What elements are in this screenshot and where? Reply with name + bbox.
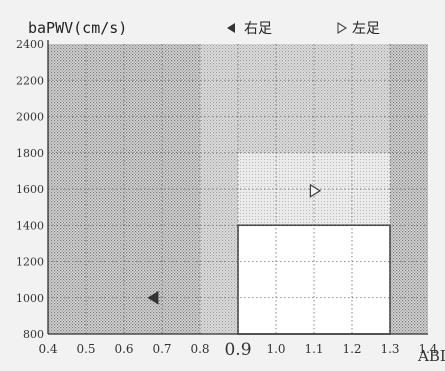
point-right-leg bbox=[147, 290, 159, 305]
x-tick-label: 1.0 bbox=[266, 342, 285, 356]
x-tick-label: 1.3 bbox=[380, 342, 399, 356]
x-tick-label: 1.1 bbox=[304, 342, 323, 356]
region-upper bbox=[238, 44, 390, 153]
x-tick-label: 0.4 bbox=[38, 342, 57, 356]
y-axis-label: baPWV(cm/s) bbox=[28, 19, 127, 37]
x-axis-label: ABI bbox=[417, 347, 445, 365]
y-tick-label: 1200 bbox=[16, 256, 44, 269]
y-tick-label: 1400 bbox=[16, 219, 44, 232]
x-tick-label: 0.6 bbox=[114, 342, 133, 356]
region-normal bbox=[238, 225, 390, 334]
y-axis-label-group: baPWV(cm/s) bbox=[28, 19, 127, 37]
plot-frame bbox=[47, 40, 428, 335]
data-points bbox=[147, 183, 322, 305]
y-tick-label: 800 bbox=[23, 328, 44, 341]
legend-marker-right-leg bbox=[227, 23, 235, 33]
legend-marker-left-leg bbox=[337, 22, 348, 34]
y-tick-label: 1800 bbox=[16, 147, 44, 160]
x-tick-label: 0.5 bbox=[76, 342, 95, 356]
legend-label: 右足 bbox=[244, 21, 272, 37]
point-left-leg bbox=[309, 183, 322, 198]
y-tick-labels: 2400 2200 2000 1800 1600 1400 1200 1000 800 bbox=[16, 38, 44, 341]
x-tick-label: 0.8 bbox=[190, 342, 209, 356]
x-tick-label: 1.4 bbox=[418, 342, 437, 356]
y-tick-label: 2400 bbox=[16, 38, 44, 51]
y-tick-label: 1600 bbox=[16, 183, 44, 196]
y-tick-label: 2000 bbox=[16, 111, 44, 124]
y-tick-label: 2200 bbox=[16, 74, 44, 87]
transition-band bbox=[200, 44, 238, 334]
legend-label: 左足 bbox=[352, 21, 380, 37]
legend: 右足 左足 bbox=[227, 21, 380, 37]
y-tick-label: 1000 bbox=[16, 292, 44, 305]
x-tick-label: 1.2 bbox=[342, 342, 361, 356]
grid-lines bbox=[48, 44, 428, 334]
x-tick-label: 0.7 bbox=[152, 342, 171, 356]
x-tick-label: 0.9 bbox=[224, 340, 251, 360]
x-tick-labels: 0.4 0.5 0.6 0.7 0.8 0.9 1.0 1.1 1.2 1.3 1.4 bbox=[38, 340, 437, 360]
